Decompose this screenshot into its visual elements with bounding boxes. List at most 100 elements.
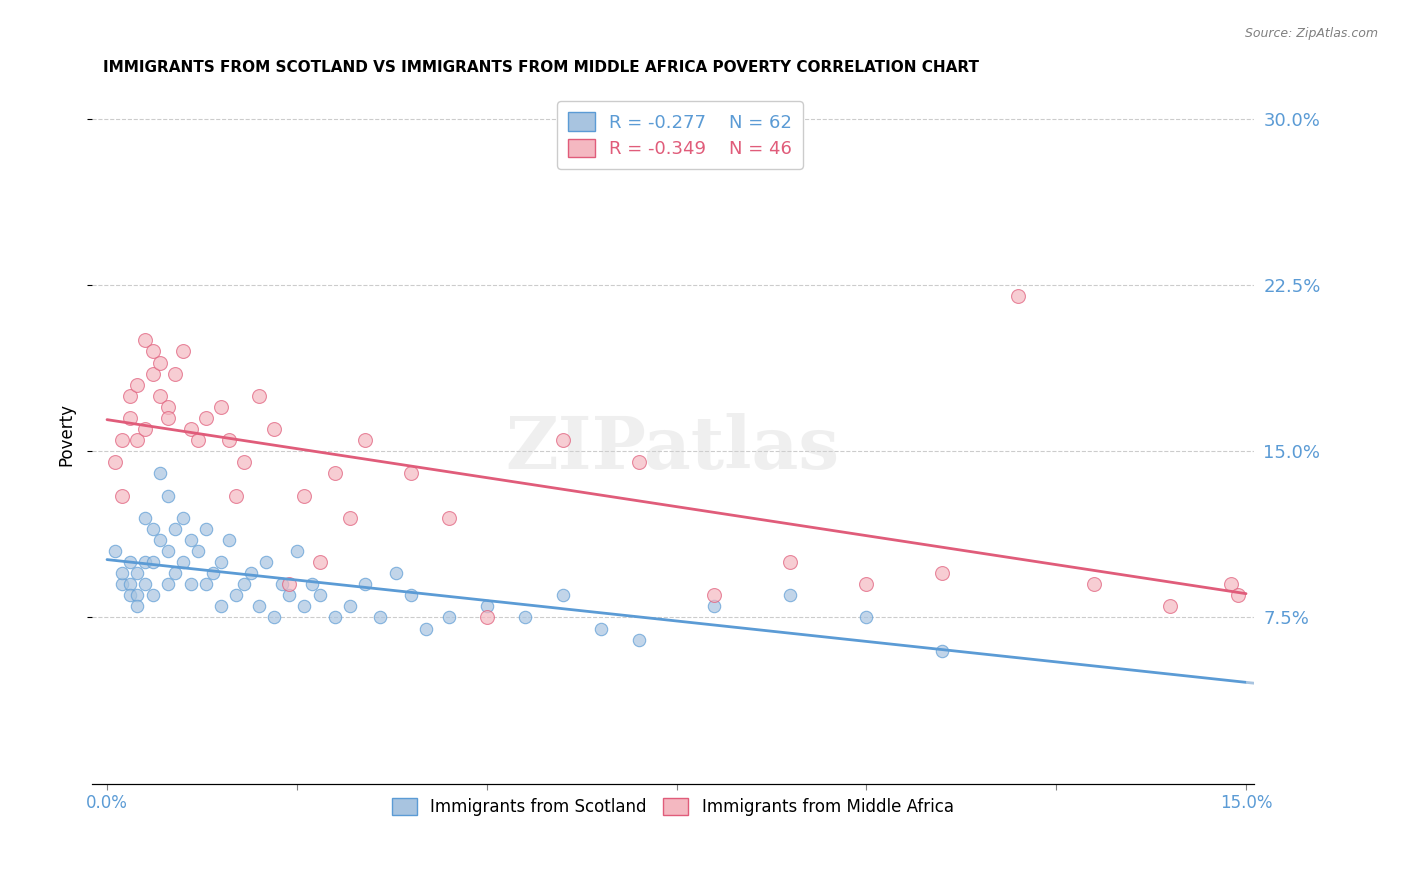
Point <box>232 577 254 591</box>
Point <box>118 577 141 591</box>
Point <box>156 411 179 425</box>
Point <box>323 467 346 481</box>
Point <box>354 433 377 447</box>
Point <box>285 544 308 558</box>
Point <box>354 577 377 591</box>
Point <box>134 334 156 348</box>
Point <box>202 566 225 581</box>
Point <box>703 588 725 602</box>
Point <box>551 433 574 447</box>
Point <box>111 489 134 503</box>
Point <box>156 400 179 414</box>
Point <box>703 599 725 614</box>
Point <box>165 566 187 581</box>
Point <box>156 544 179 558</box>
Point <box>399 467 422 481</box>
Point <box>225 588 247 602</box>
Text: Source: ZipAtlas.com: Source: ZipAtlas.com <box>1244 27 1378 40</box>
Point <box>513 610 536 624</box>
Point <box>247 599 270 614</box>
Y-axis label: Poverty: Poverty <box>58 403 75 467</box>
Point <box>172 344 194 359</box>
Point <box>931 566 953 581</box>
Point <box>104 455 127 469</box>
Point <box>627 632 650 647</box>
Point <box>156 577 179 591</box>
Point <box>270 577 292 591</box>
Point <box>209 400 232 414</box>
Point <box>194 411 217 425</box>
Point <box>339 599 361 614</box>
Point <box>475 610 498 624</box>
Point <box>232 455 254 469</box>
Point <box>247 389 270 403</box>
Point <box>118 588 141 602</box>
Point <box>209 555 232 569</box>
Point <box>415 622 437 636</box>
Point <box>779 555 801 569</box>
Point <box>218 433 240 447</box>
Point <box>278 577 301 591</box>
Point <box>149 355 172 369</box>
Point <box>127 566 149 581</box>
Point <box>263 610 285 624</box>
Point <box>323 610 346 624</box>
Point <box>294 599 316 614</box>
Point <box>855 577 877 591</box>
Point <box>134 577 156 591</box>
Point <box>551 588 574 602</box>
Point <box>127 588 149 602</box>
Point <box>475 599 498 614</box>
Point <box>1219 577 1241 591</box>
Point <box>111 566 134 581</box>
Point <box>172 510 194 524</box>
Point <box>127 433 149 447</box>
Point <box>294 489 316 503</box>
Point <box>399 588 422 602</box>
Point <box>111 577 134 591</box>
Point <box>1159 599 1181 614</box>
Point <box>142 367 165 381</box>
Point <box>111 433 134 447</box>
Legend: Immigrants from Scotland, Immigrants from Middle Africa: Immigrants from Scotland, Immigrants fro… <box>384 789 962 824</box>
Point <box>172 555 194 569</box>
Point <box>308 588 330 602</box>
Point <box>339 510 361 524</box>
Point <box>134 510 156 524</box>
Text: IMMIGRANTS FROM SCOTLAND VS IMMIGRANTS FROM MIDDLE AFRICA POVERTY CORRELATION CH: IMMIGRANTS FROM SCOTLAND VS IMMIGRANTS F… <box>104 60 980 75</box>
Point <box>437 610 460 624</box>
Point <box>180 577 202 591</box>
Point <box>225 489 247 503</box>
Point <box>142 588 165 602</box>
Point <box>187 433 209 447</box>
Text: ZIPatlas: ZIPatlas <box>506 413 839 484</box>
Point <box>134 422 156 436</box>
Point <box>278 588 301 602</box>
Point <box>855 610 877 624</box>
Point <box>779 588 801 602</box>
Point <box>118 411 141 425</box>
Point <box>149 389 172 403</box>
Point <box>104 544 127 558</box>
Point <box>127 599 149 614</box>
Point <box>370 610 392 624</box>
Point <box>437 510 460 524</box>
Point <box>142 522 165 536</box>
Point <box>180 422 202 436</box>
Point <box>156 489 179 503</box>
Point <box>301 577 323 591</box>
Point <box>240 566 263 581</box>
Point <box>194 522 217 536</box>
Point <box>1227 588 1250 602</box>
Point <box>134 555 156 569</box>
Point <box>308 555 330 569</box>
Point <box>180 533 202 547</box>
Point <box>127 377 149 392</box>
Point <box>142 344 165 359</box>
Point <box>627 455 650 469</box>
Point <box>165 522 187 536</box>
Point <box>384 566 406 581</box>
Point <box>1083 577 1105 591</box>
Point <box>1007 289 1029 303</box>
Point <box>209 599 232 614</box>
